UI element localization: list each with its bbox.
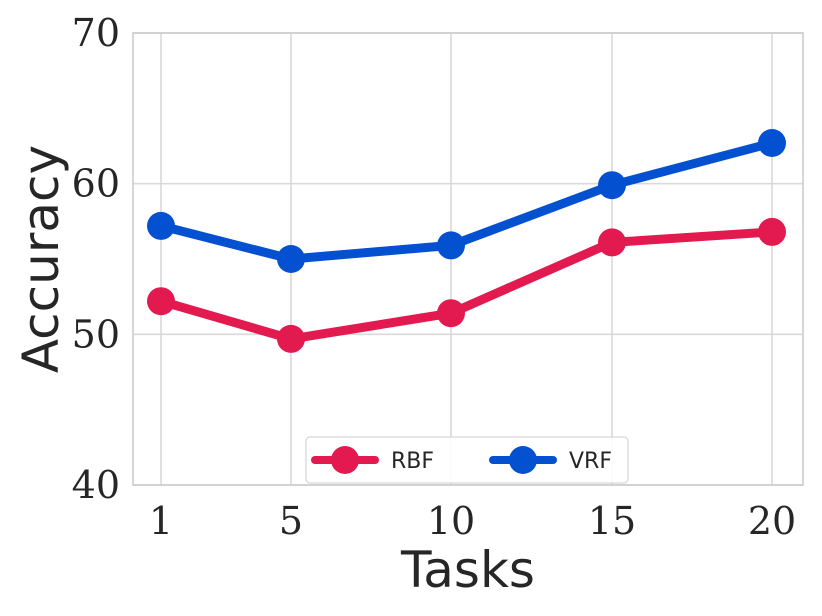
y-tick-label: 60: [72, 162, 120, 206]
legend-marker: [509, 446, 537, 474]
x-tick-labels: 1 5 10 15 20: [149, 499, 796, 543]
x-tick-label: 5: [279, 499, 303, 543]
plot-background: [133, 33, 803, 485]
data-point: [277, 324, 305, 353]
data-point: [437, 299, 465, 328]
x-axis-label: Tasks: [400, 541, 535, 599]
series-vrf: [147, 129, 786, 273]
legend-item: VRF: [489, 446, 612, 474]
plot-frame: [132, 32, 804, 486]
legend-label: VRF: [569, 449, 612, 474]
data-point: [758, 217, 786, 246]
data-point: [598, 228, 626, 257]
y-tick-label: 70: [72, 11, 120, 55]
y-tick-label: 50: [72, 312, 120, 356]
data-point: [147, 211, 175, 240]
data-point: [147, 287, 175, 316]
x-tick-label: 20: [748, 499, 796, 543]
x-tick-label: 15: [588, 499, 636, 543]
legend-box: [305, 436, 629, 484]
legend-label: RBF: [391, 449, 434, 474]
data-point: [277, 245, 305, 273]
y-axis-label: Accuracy: [12, 145, 70, 373]
legend: RBF VRF: [305, 436, 629, 484]
series-rbf: [147, 217, 786, 353]
x-tick-label: 10: [427, 499, 475, 543]
series-layer: [147, 129, 786, 353]
data-point: [437, 231, 465, 260]
y-tick-labels: 40 50 60 70: [72, 11, 120, 507]
legend-item: RBF: [311, 446, 434, 474]
y-tick-label: 40: [72, 463, 120, 507]
legend-marker: [331, 446, 359, 474]
x-tick-label: 1: [149, 499, 173, 543]
data-point: [758, 129, 786, 157]
data-point: [598, 171, 626, 200]
